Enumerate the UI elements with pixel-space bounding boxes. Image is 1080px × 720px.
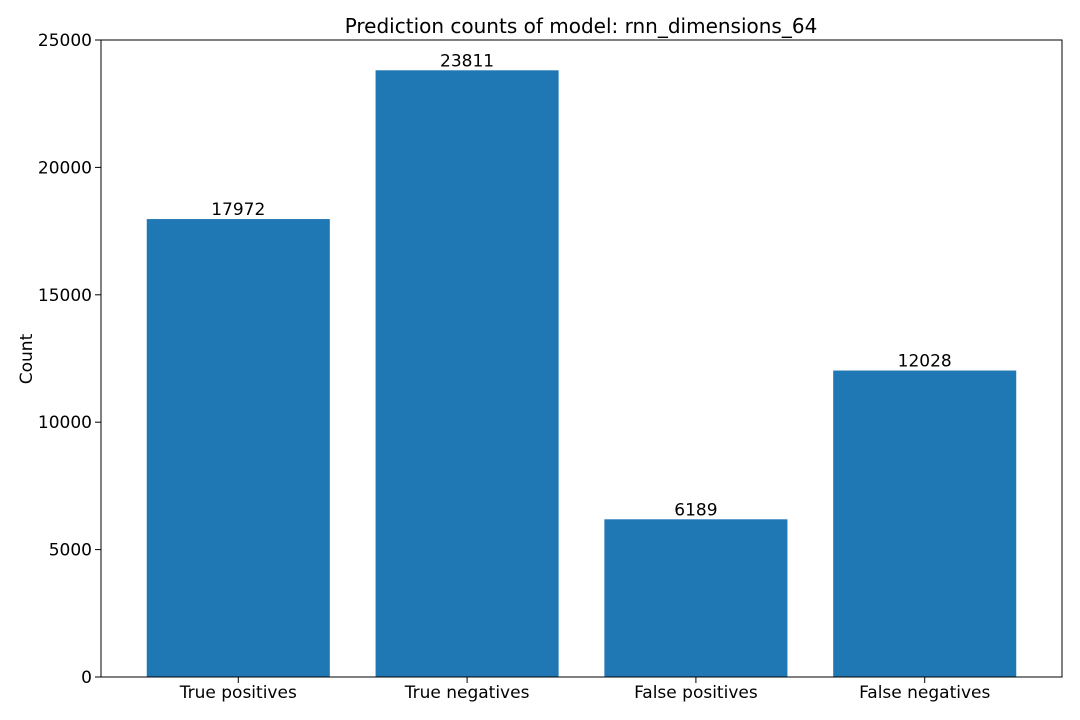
y-axis-label: Count	[17, 333, 37, 384]
x-tick-label: True negatives	[404, 683, 530, 703]
bar-false-positives	[604, 519, 788, 677]
data-label: 12028	[898, 352, 952, 372]
y-tick-label: 10000	[38, 413, 92, 433]
axes-frame	[100, 39, 1063, 678]
data-label: 23811	[440, 51, 494, 71]
plot-area: 17972 23811 6189 12028 0 5000 10000 15000 20000 2…	[38, 31, 1063, 703]
data-label: 6189	[674, 500, 717, 520]
bar-true-positives	[146, 219, 330, 678]
y-tick-label: 5000	[49, 541, 92, 561]
y-tick-label: 25000	[38, 31, 92, 51]
y-tick-label: 0	[81, 668, 92, 688]
chart-title: Prediction counts of model: rnn_dimensio…	[345, 14, 818, 38]
x-tick-label: False positives	[634, 683, 758, 703]
bar-false-negatives	[833, 370, 1017, 677]
y-tick-label: 20000	[38, 158, 92, 178]
x-tick-label: False negatives	[859, 683, 990, 703]
x-tick-label: True positives	[179, 683, 297, 703]
data-label: 17972	[211, 200, 265, 220]
bar-true-negatives	[375, 70, 559, 678]
y-tick-label: 15000	[38, 286, 92, 306]
